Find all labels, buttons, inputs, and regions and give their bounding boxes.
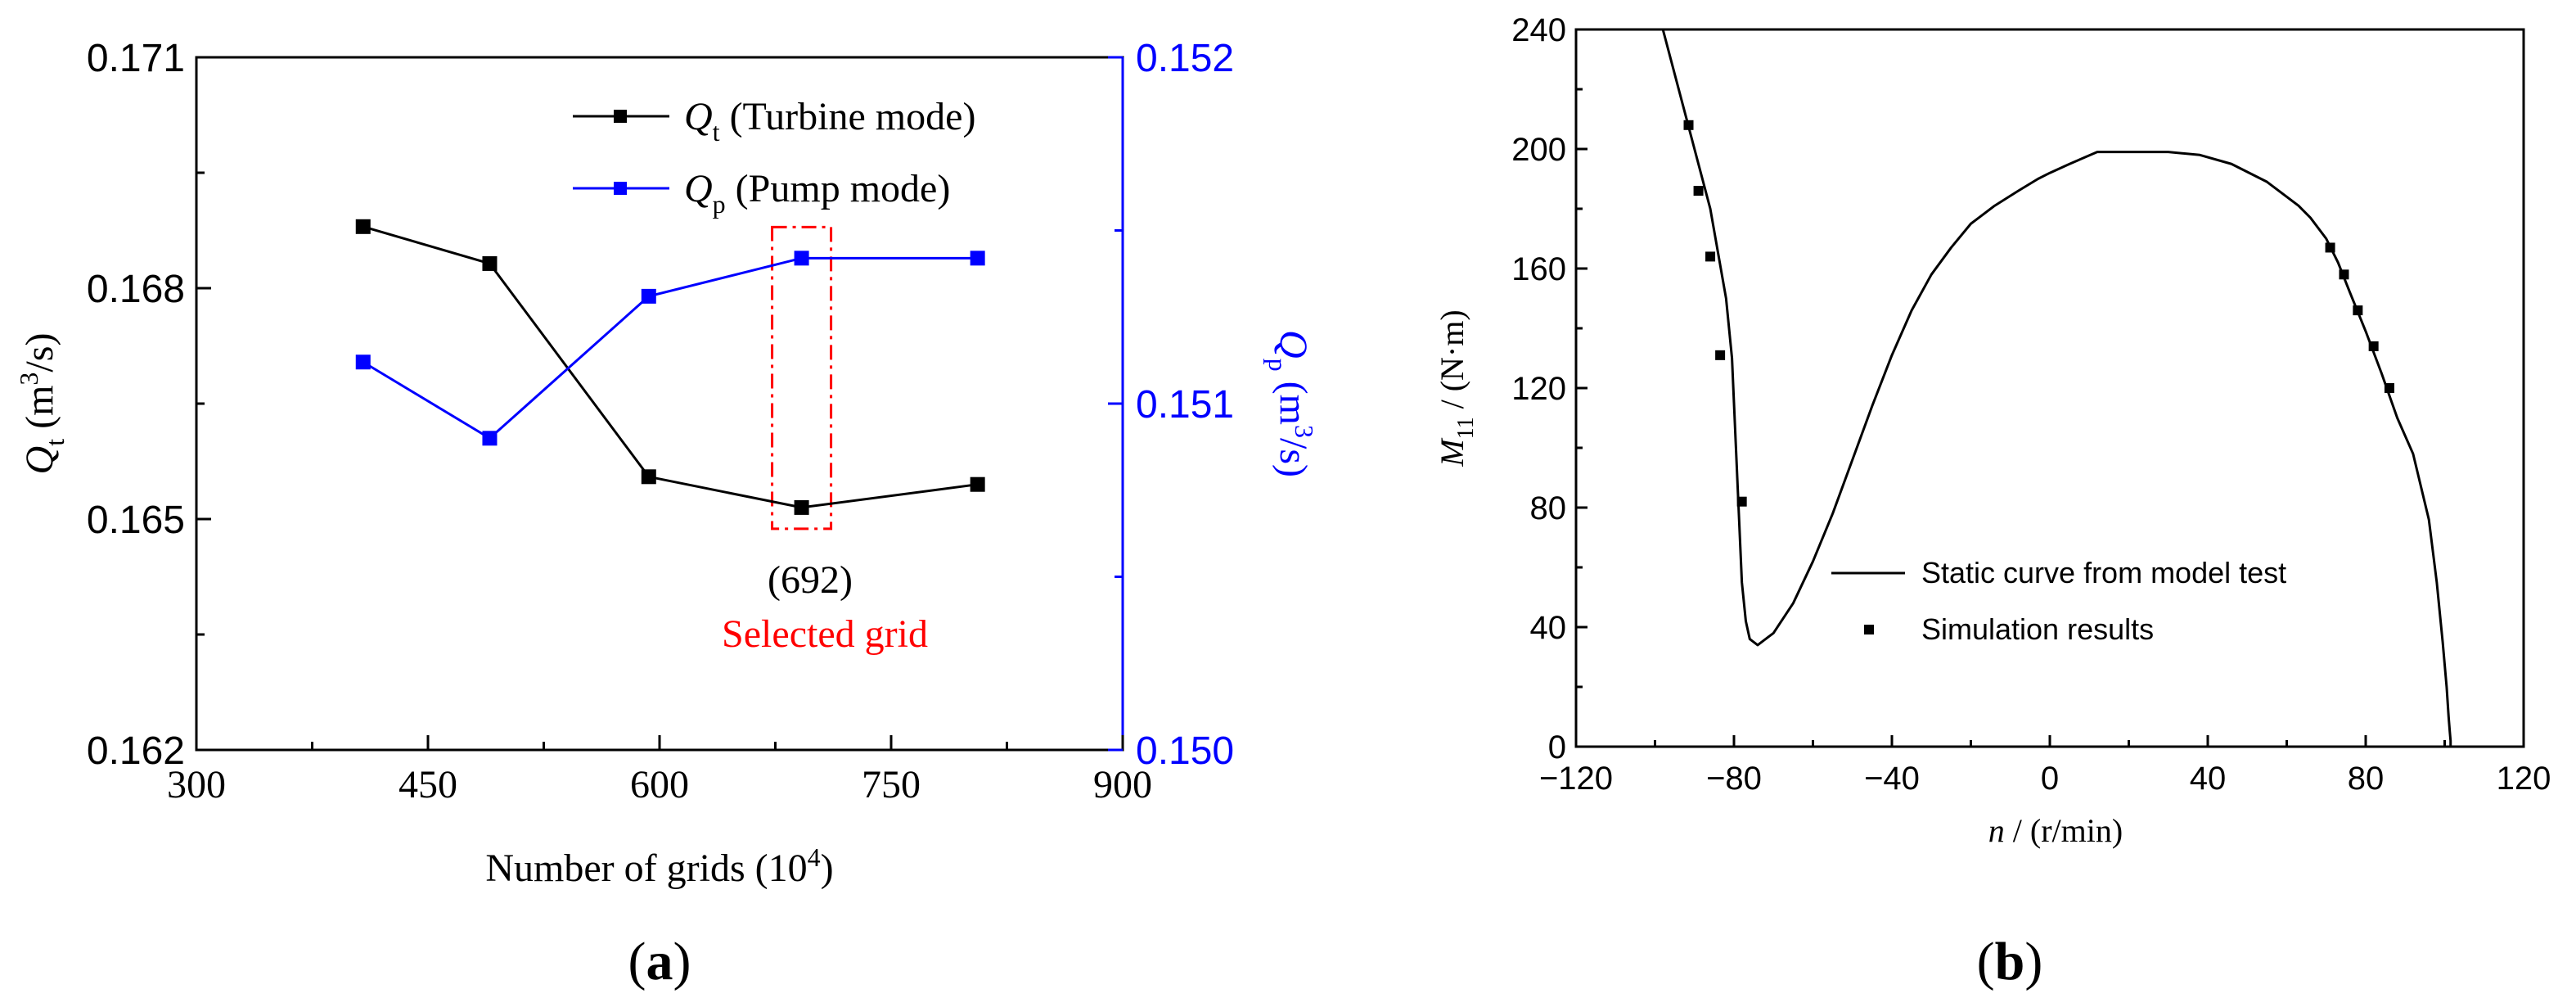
panel-a-left-y-tick-label: 0.165 (87, 499, 185, 542)
panel-b-simulation-point (2339, 269, 2349, 280)
panel-a-legend-pump-label: Qp (Pump mode) (684, 167, 950, 219)
panel-a-pump-point (641, 288, 656, 304)
panel-b-y-tick-label: 80 (1530, 490, 1567, 526)
panel-b-simulation-point (2384, 383, 2394, 393)
panel-b-ticks: −120 −80 −40 0 40 80 120 0 40 80 120 160 200 240 (1511, 12, 2551, 797)
panel-b: −120 −80 −40 0 40 80 120 0 40 80 120 160 200 240 Stat… (1434, 12, 2551, 991)
panel-a-ticks: 300 450 600 750 900 0.162 0.165 0.168 0.171 0.150… (87, 37, 1234, 806)
panel-a-x-tick-label: 900 (1093, 763, 1152, 806)
panel-b-static-curve (1661, 29, 2452, 748)
panel-b-x-tick-label: 80 (2348, 761, 2385, 797)
panel-a-legend-turbine-label: Qt (Turbine mode) (684, 95, 975, 147)
panel-a: 300 450 600 750 900 0.162 0.165 0.168 0.171 0.150… (14, 37, 1319, 991)
panel-b-y-axis-title: M11 / (N·m) (1434, 309, 1479, 467)
panel-b-simulation-point (2353, 305, 2363, 316)
panel-a-turbine-point (970, 476, 985, 492)
panel-a-legend-turbine-subscript: t (713, 117, 720, 147)
panel-b-legend-curve-label: Static curve from model test (1921, 556, 2286, 589)
panel-a-right-y-tick-label: 0.152 (1136, 37, 1234, 80)
panel-a-pump-point (482, 431, 498, 446)
panel-a-left-y-tick-label: 0.168 (87, 268, 185, 311)
panel-b-series (1661, 29, 2452, 748)
panel-a-legend-turbine-text: (Turbine mode) (720, 95, 976, 138)
panel-a-series (355, 219, 985, 515)
panel-a-x-tick-label: 300 (167, 763, 226, 806)
panel-b-y-tick-label: 40 (1530, 610, 1567, 646)
panel-a-selected-grid-label: Selected grid (722, 612, 928, 656)
panel-b-simulation-point (1705, 251, 1716, 262)
panel-a-turbine-point (355, 219, 371, 234)
panel-a-turbine-point (641, 469, 656, 485)
panel-b-x-axis-title: n / (r/min) (1988, 812, 2123, 849)
panel-a-legend: Qt (Turbine mode)Qp (Pump mode) (573, 95, 975, 219)
panel-a-right-y-tick-label: 0.150 (1136, 729, 1234, 773)
panel-a-pump-point (970, 251, 985, 266)
panel-b-simulation-point (1693, 186, 1704, 196)
panel-a-highlight-value-label: (692) (768, 558, 853, 602)
panel-a-legend-pump-subscript: p (713, 189, 726, 219)
panel-a-caption: (a) (628, 932, 691, 991)
panel-a-x-axis-title: Number of grids (104) (485, 842, 833, 890)
panel-b-simulation-point (1736, 496, 1747, 507)
panel-b-x-tick-label: 120 (2497, 761, 2551, 797)
panel-b-simulation-point (1683, 120, 1694, 130)
panel-a-selected-grid-box (771, 225, 833, 531)
panel-b-y-tick-label: 0 (1548, 729, 1566, 765)
panel-a-left-y-tick-label: 0.162 (87, 729, 185, 773)
panel-a-right-y-tick-label: 0.151 (1136, 383, 1234, 427)
panel-b-y-tick-label: 120 (1511, 371, 1566, 407)
panel-a-turbine-point (794, 499, 809, 515)
panel-a-x-tick-label: 750 (862, 763, 921, 806)
panel-b-x-tick-label: 0 (2041, 761, 2059, 797)
panel-b-simulation-point (2325, 242, 2335, 253)
panel-b-legend-sim-label: Simulation results (1921, 612, 2154, 646)
panel-b-x-tick-label: −80 (1706, 761, 1762, 797)
panel-a-left-y-tick-label: 0.171 (87, 37, 185, 80)
panel-a-left-axis-title: Qt (m3/s) (14, 333, 70, 475)
panel-a-legend-pump-marker (614, 182, 627, 195)
panel-b-legend-sim-marker (1864, 625, 1874, 634)
panel-a-x-tick-label: 450 (399, 763, 457, 806)
panel-a-turbine-line (363, 225, 978, 509)
panel-b-x-tick-label: −40 (1864, 761, 1920, 797)
panel-a-x-tick-label: 600 (630, 763, 689, 806)
panel-b-y-tick-label: 160 (1511, 251, 1566, 287)
panel-a-pump-point (355, 354, 371, 370)
panel-b-y-tick-label: 200 (1511, 132, 1566, 168)
panel-b-x-tick-label: 40 (2190, 761, 2227, 797)
panel-a-plot-frame (195, 56, 1124, 752)
panel-a-legend-pump-symbol: Q (684, 167, 713, 210)
panel-a-pump-line (362, 256, 978, 440)
panel-b-simulation-point (1715, 350, 1726, 360)
panel-b-legend: Static curve from model test Simulation r… (1831, 556, 2286, 646)
panel-b-y-tick-label: 240 (1511, 12, 1566, 48)
panel-a-legend-turbine-marker (614, 110, 627, 123)
panel-a-legend-pump-text: (Pump mode) (726, 167, 951, 210)
panel-b-x-tick-label: −120 (1539, 761, 1613, 797)
panel-b-simulation-point (2368, 341, 2379, 351)
panel-a-pump-point (794, 251, 809, 266)
panel-a-legend-turbine-symbol: Q (684, 95, 713, 138)
panel-a-right-axis-title: Qp (m3/s) (1263, 330, 1319, 477)
panel-a-turbine-point (482, 255, 498, 271)
panel-a-highlight (771, 225, 833, 531)
panel-b-caption: (b) (1977, 932, 2043, 991)
